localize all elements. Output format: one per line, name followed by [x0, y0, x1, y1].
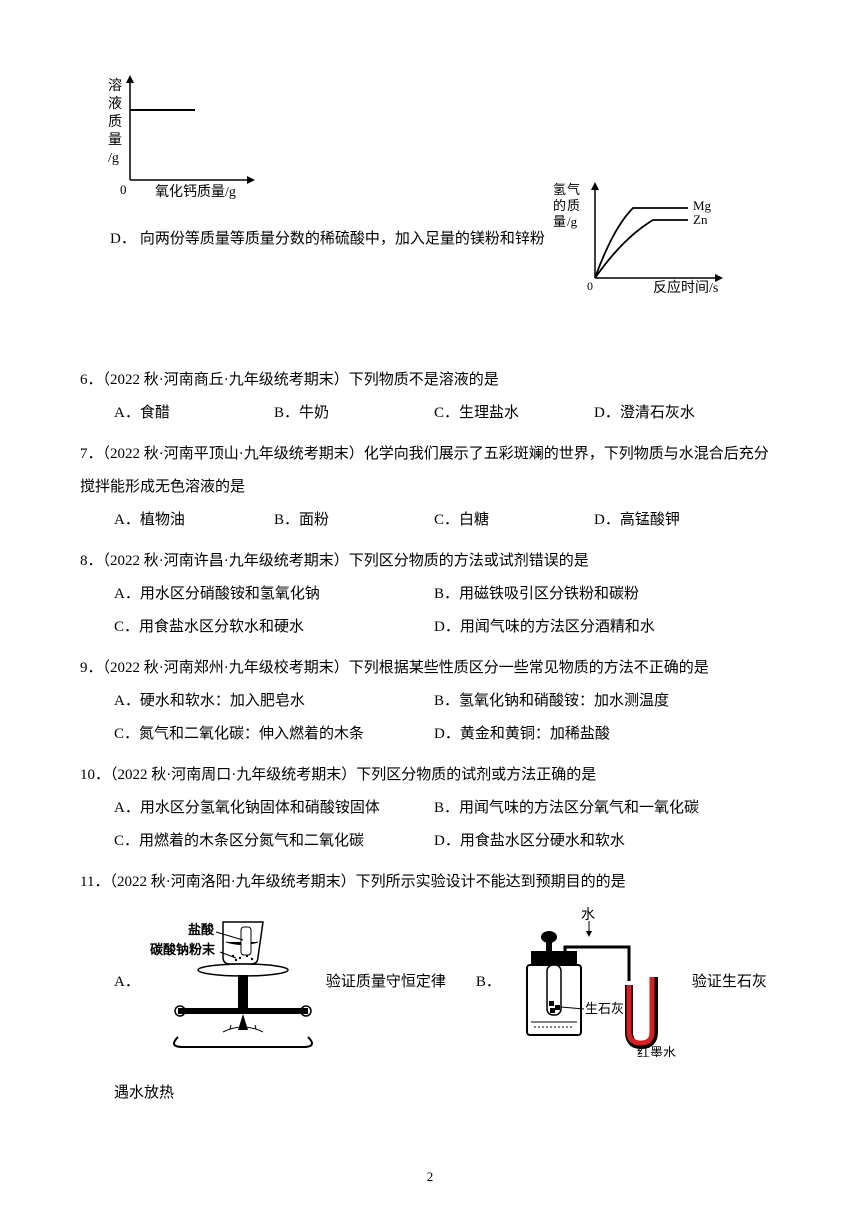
svg-text:盐酸: 盐酸: [188, 922, 215, 937]
svg-text:0: 0: [120, 182, 127, 197]
question-6: 6．（2022 秋·河南商丘·九年级统考期末）下列物质不是溶液的是 A．食醋 B…: [80, 364, 790, 430]
svg-text:Zn: Zn: [693, 212, 708, 227]
question-10: 10．（2022 秋·河南周口·九年级统考期末）下列区分物质的试剂或方法正确的是…: [80, 759, 790, 858]
svg-text:生石灰: 生石灰: [585, 1001, 624, 1016]
option-d-label: D．: [110, 223, 136, 256]
q8-stem: 8．（2022 秋·河南许昌·九年级统考期末）下列区分物质的方法或试剂错误的是: [80, 545, 790, 578]
q11-A-prefix: A．: [114, 966, 140, 999]
q8-options: A．用水区分硝酸铵和氢氧化钠 B．用磁铁吸引区分铁粉和碳粉 C．用食盐水区分软水…: [114, 578, 790, 644]
question-7: 7．（2022 秋·河南平顶山·九年级统考期末）化学向我们展示了五彩斑斓的世界，…: [80, 438, 790, 537]
svg-text:氧化钙质量/g: 氧化钙质量/g: [155, 184, 236, 200]
svg-text:溶: 溶: [108, 78, 122, 94]
svg-text:质: 质: [567, 198, 580, 213]
q10-B: B．用闻气味的方法区分氧气和一氧化碳: [434, 792, 699, 825]
q7-stem1: 7．（2022 秋·河南平顶山·九年级统考期末）化学向我们展示了五彩斑斓的世界，…: [80, 438, 790, 471]
q11-figures: A． 盐酸 碳酸钠粉末: [114, 907, 790, 1057]
q8-C: C．用食盐水区分软水和硬水: [114, 611, 434, 644]
q6-D: D．澄清石灰水: [594, 397, 754, 430]
q6-stem: 6．（2022 秋·河南商丘·九年级统考期末）下列物质不是溶液的是: [80, 364, 790, 397]
q7-B: B．面粉: [274, 504, 434, 537]
q8-D: D．用闻气味的方法区分酒精和水: [434, 611, 655, 644]
svg-text:0: 0: [587, 279, 593, 293]
q11-stem: 11．（2022 秋·河南洛阳·九年级统考期末）下列所示实验设计不能达到预期目的…: [80, 866, 790, 899]
svg-text:水: 水: [581, 907, 595, 923]
q10-stem: 10．（2022 秋·河南周口·九年级统考期末）下列区分物质的试剂或方法正确的是: [80, 759, 790, 792]
question-9: 9．（2022 秋·河南郑州·九年级校考期末）下列根据某些性质区分一些常见物质的…: [80, 652, 790, 751]
question-11: 11．（2022 秋·河南洛阳·九年级统考期末）下列所示实验设计不能达到预期目的…: [80, 866, 790, 1110]
graph2-svg: Mg Zn 氢 气 的 质 量 /g 0 反应时间/s: [553, 178, 738, 298]
q10-C: C．用燃着的木条区分氮气和二氧化碳: [114, 825, 434, 858]
q9-stem: 9．（2022 秋·河南郑州·九年级校考期末）下列根据某些性质区分一些常见物质的…: [80, 652, 790, 685]
q9-A: A．硬水和软水：加入肥皂水: [114, 685, 434, 718]
svg-text:/g: /g: [108, 151, 119, 166]
svg-text:气: 气: [567, 182, 580, 197]
svg-text:红墨水: 红墨水: [637, 1045, 676, 1057]
svg-text:碳酸钠粉末: 碳酸钠粉末: [150, 942, 216, 957]
svg-text:量: 量: [553, 214, 566, 229]
q11-figA-svg: 盐酸 碳酸钠粉末: [148, 912, 318, 1052]
q7-stem2: 搅拌能形成无色溶液的是: [80, 471, 790, 504]
page-number: 2: [0, 1163, 860, 1192]
q10-A: A．用水区分氢氧化钠固体和硝酸铵固体: [114, 792, 434, 825]
option-d-text: 向两份等质量等质量分数的稀硫酸中，加入足量的镁粉和锌粉: [140, 223, 545, 256]
q7-C: C．白糖: [434, 504, 594, 537]
svg-text:/g: /g: [567, 214, 578, 229]
q9-B: B．氢氧化钠和硝酸铵：加水测温度: [434, 685, 669, 718]
q11-B-caption2: 遇水放热: [114, 1077, 790, 1110]
q11-A-caption: 验证质量守恒定律: [326, 966, 446, 999]
question-8: 8．（2022 秋·河南许昌·九年级统考期末）下列区分物质的方法或试剂错误的是 …: [80, 545, 790, 644]
q11-B-caption1: 验证生石灰: [692, 966, 767, 999]
q6-B: B．牛奶: [274, 397, 434, 430]
graph-hydrogen: Mg Zn 氢 气 的 质 量 /g 0 反应时间/s: [553, 178, 738, 311]
q6-options: A．食醋 B．牛奶 C．生理盐水 D．澄清石灰水: [114, 397, 790, 430]
svg-text:氢: 氢: [553, 182, 566, 197]
q8-A: A．用水区分硝酸铵和氢氧化钠: [114, 578, 434, 611]
svg-text:反应时间/s: 反应时间/s: [653, 279, 718, 296]
q11-B-prefix: B．: [476, 966, 501, 999]
svg-text:的: 的: [553, 198, 566, 213]
q10-options: A．用水区分氢氧化钠固体和硝酸铵固体 B．用闻气味的方法区分氧气和一氧化碳 C．…: [114, 792, 790, 858]
q11-figB-svg: 水 生石灰: [509, 907, 684, 1057]
q6-C: C．生理盐水: [434, 397, 594, 430]
q6-A: A．食醋: [114, 397, 274, 430]
q7-options: A．植物油 B．面粉 C．白糖 D．高锰酸钾: [114, 504, 790, 537]
q7-D: D．高锰酸钾: [594, 504, 754, 537]
q8-B: B．用磁铁吸引区分铁粉和碳粉: [434, 578, 639, 611]
q7-A: A．植物油: [114, 504, 274, 537]
svg-text:量: 量: [108, 132, 122, 148]
q9-C: C．氮气和二氧化碳：伸入燃着的木条: [114, 718, 434, 751]
svg-text:质: 质: [108, 114, 122, 130]
q10-D: D．用食盐水区分硬水和软水: [434, 825, 625, 858]
svg-text:Mg: Mg: [693, 198, 712, 213]
q9-options: A．硬水和软水：加入肥皂水 B．氢氧化钠和硝酸铵：加水测温度 C．氮气和二氧化碳…: [114, 685, 790, 751]
graph1-svg: 溶 液 质 量 /g 0 氧化钙质量/g: [100, 70, 265, 200]
q9-D: D．黄金和黄铜：加稀盐酸: [434, 718, 610, 751]
svg-text:液: 液: [108, 96, 122, 112]
option-d-row: D． 向两份等质量等质量分数的稀硫酸中，加入足量的镁粉和锌粉 Mg Zn 氢 气…: [110, 223, 790, 356]
